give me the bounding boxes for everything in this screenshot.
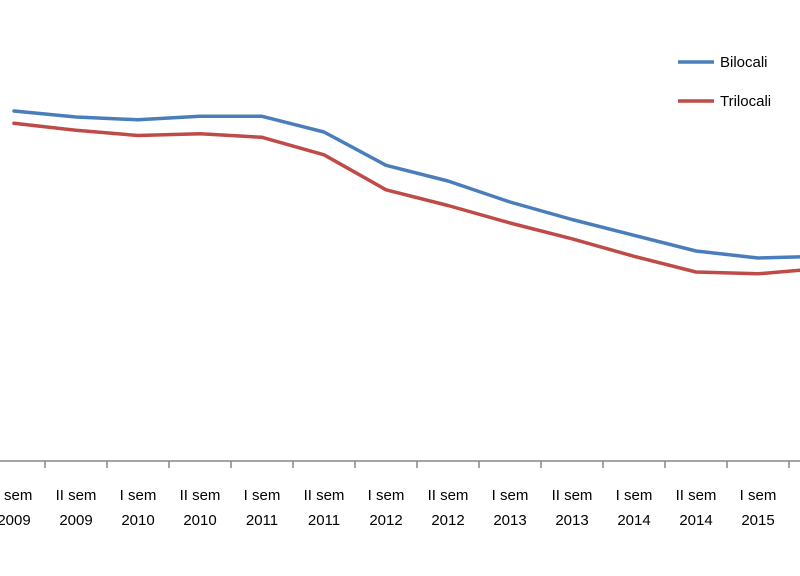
x-tick-label-line1: I sem xyxy=(0,487,32,504)
x-tick-labels: I sem 2009 II sem 2009 I sem 2010 II sem 2010 I … xyxy=(0,487,800,529)
x-tick-label-line2: 2013 xyxy=(493,512,526,529)
series-lines xyxy=(12,109,800,276)
x-tick-label-line2: 2010 xyxy=(121,512,154,529)
x-tick-label-line2: 2012 xyxy=(369,512,402,529)
x-tick-label-line1: II sem xyxy=(552,487,593,504)
x-tick-label-line1: I sem xyxy=(740,487,777,504)
series-line-bilocali xyxy=(12,109,800,260)
x-tick-label-line1: II sem xyxy=(180,487,221,504)
x-tick-label-line1: I sem xyxy=(244,487,281,504)
x-axis xyxy=(0,460,800,468)
x-tick-label-line2: 2012 xyxy=(431,512,464,529)
x-tick-label-line1: II sem xyxy=(676,487,717,504)
x-tick-label-line2: 2015 xyxy=(741,512,774,529)
x-tick-label-line1: II sem xyxy=(304,487,345,504)
x-tick-label-line2: 2011 xyxy=(308,512,340,529)
x-tick-label-line2: 2009 xyxy=(0,512,31,529)
legend-label-bilocali: Bilocali xyxy=(720,54,768,71)
x-tick-label-line1: I sem xyxy=(616,487,653,504)
x-tick-label-line2: 2009 xyxy=(59,512,92,529)
x-tick-label-line1: I sem xyxy=(120,487,157,504)
x-tick-label-line2: 2014 xyxy=(679,512,712,529)
x-tick-label-line2: 2011 xyxy=(246,512,278,529)
x-tick-label-line1: I sem xyxy=(368,487,405,504)
x-tick-label-line1: II sem xyxy=(428,487,469,504)
x-tick-label-line1: II sem xyxy=(56,487,97,504)
x-tick-label-line1: I sem xyxy=(492,487,529,504)
series-line-trilocali xyxy=(12,121,800,276)
x-tick-label-line2: 2014 xyxy=(617,512,650,529)
x-tick-label-line2: 2013 xyxy=(555,512,588,529)
legend-label-trilocali: Trilocali xyxy=(720,93,771,110)
x-tick-label-line2: 2010 xyxy=(183,512,216,529)
legend: Bilocali Trilocali xyxy=(678,54,771,110)
